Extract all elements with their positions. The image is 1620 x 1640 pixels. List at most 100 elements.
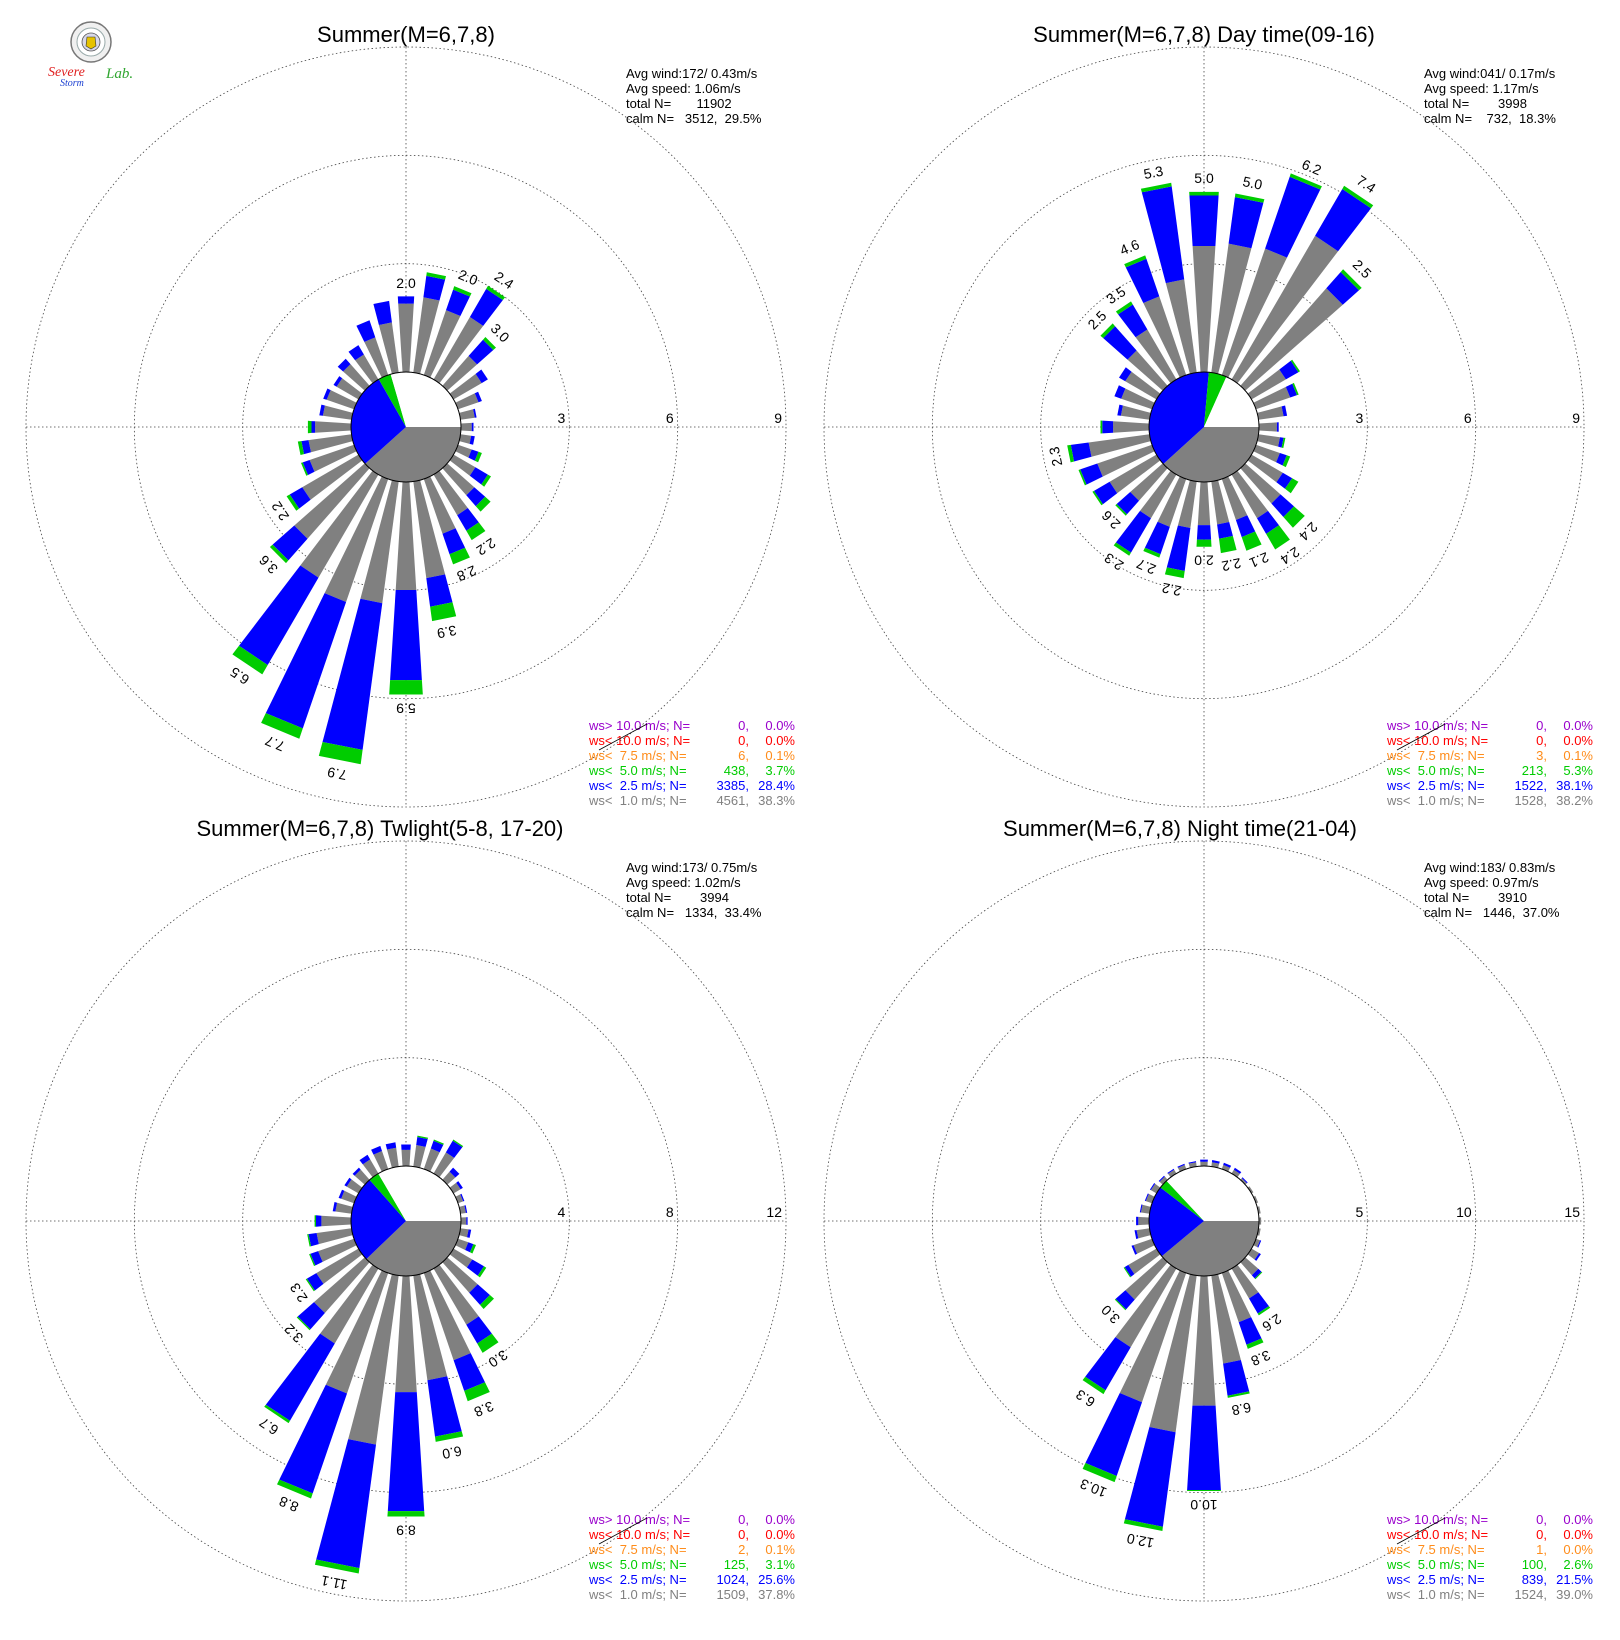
petal-3-gray [1231,1169,1240,1178]
calm-pie-slice-3 [1166,1165,1259,1221]
petal-9-gray [1257,434,1280,447]
petal-6-blue [460,1193,465,1202]
legend-entry-4: ws< 2.5 m/s; N= 839, 21.5% [1386,1572,1593,1587]
petal-0-gray [1200,1161,1208,1167]
petal-19-green [232,645,268,675]
petal-label: 3.8 [1249,1347,1273,1369]
petal-21-green [1123,1267,1131,1278]
stats-line-1: Avg speed: 1.02m/s [626,875,741,890]
petal-2-gray [1221,1164,1231,1172]
petal-2-blue [430,1140,444,1153]
petal-20-blue [1116,492,1139,515]
petal-12-blue [1271,494,1294,517]
calm-pie-slice-0 [1163,427,1259,483]
petal-19-green [1113,542,1131,556]
petal-21-blue [1124,1264,1135,1277]
petal-14-green [449,547,470,565]
petal-7-blue [464,1205,468,1213]
stats-line-1: Avg speed: 0.97m/s [1424,875,1539,890]
petal-27-blue [333,376,343,387]
petal-label: 6.7 [256,1414,281,1438]
petal-label: 7.4 [1354,172,1379,196]
petal-4-blue [1241,1177,1248,1184]
petal-13-gray [1231,1264,1259,1299]
petal-17-gray [1149,1274,1197,1433]
legend-entry-1: ws< 10.0 m/s; N= 0, 0.0% [588,733,795,748]
petal-3-gray [433,1152,455,1178]
petal-25-gray [335,1202,353,1214]
petal-30-gray [373,1151,389,1172]
petal-15-green [1227,1391,1250,1398]
stats-line-0: Avg wind:173/ 0.75m/s [626,860,758,875]
petal-4-gray [442,1171,456,1185]
petal-16-gray [1197,481,1211,526]
petal-label: 2.2 [1160,580,1182,600]
petal-23-gray [1088,434,1151,457]
petal-8-gray [460,1217,467,1225]
petal-0-blue [401,1144,411,1150]
petal-label: 2.4 [1296,519,1321,544]
calm-pie-slice-0 [366,1221,462,1277]
petal-0-blue [1189,195,1219,246]
petal-19-green [264,1404,290,1424]
petal-label: 6.5 [227,664,252,688]
petal-10-gray [1253,444,1280,463]
petal-20-gray [1130,463,1168,501]
petal-16-blue [390,590,422,681]
petal-29-blue [348,345,364,361]
petal-21-green [305,1278,315,1292]
legend-entry-0: ws> 10.0 m/s; N= 0, 0.0% [588,718,795,733]
petal-label: 6.3 [1073,1386,1098,1410]
legend-entry-3: ws< 5.0 m/s; N= 100, 2.6% [1386,1557,1593,1572]
petal-15-green [435,1431,464,1442]
panel-title: Summer(M=6,7,8) Night time(21-04) [1003,816,1357,841]
calm-circle [350,1165,462,1277]
petal-1-blue [423,275,446,301]
petal-18-gray [324,476,389,602]
stats-line-0: Avg wind:041/ 0.17m/s [1424,66,1556,81]
petal-15-gray [413,480,446,579]
petal-1-blue [1211,1160,1220,1164]
petal-1-gray [413,297,440,374]
petal-11-blue [469,467,488,485]
petal-0-gray [1192,246,1216,373]
petal-label: 2.4 [492,268,517,292]
petal-label: 2.1 [1247,549,1271,571]
petal-3-blue [1233,1167,1242,1174]
legend-entry-0: ws> 10.0 m/s; N= 0, 0.0% [588,1512,795,1527]
petal-4-gray [442,355,478,391]
petal-26-blue [338,1189,345,1199]
petal-25-gray [1140,1204,1151,1214]
petal-29-gray [362,1159,379,1178]
petal-11-gray [449,454,476,476]
legend-entry-1: ws< 10.0 m/s; N= 0, 0.0% [1386,1527,1593,1542]
petal-22-blue [302,460,315,475]
petal-18-gray [1119,1270,1187,1403]
petal-17-green [318,742,363,765]
petal-14-blue [1238,1317,1262,1345]
petal-5-blue [475,369,488,384]
petal-23-gray [1136,1228,1151,1239]
petal-10-gray [455,444,472,458]
petal-12-blue [1251,1268,1262,1279]
petal-31-blue [373,300,392,325]
petal-14-green [1241,531,1262,551]
wind-rose-panel-1: 3 6 9 2.0 2.0 2.4 3.0 2.2 2.8 3.9 5.9 7.9 7.7 6.5 3.6 2… [25,22,795,808]
petal-7-blue [1281,405,1288,417]
petal-3-blue [469,288,503,326]
petal-13-blue [1257,510,1279,534]
petal-29-gray [1135,329,1177,384]
petal-27-gray [346,1179,363,1194]
petal-2-gray [1221,248,1287,378]
petal-27-gray [1125,371,1161,400]
petal-30-blue [356,320,376,342]
petal-label: 2.7 [1134,556,1158,578]
petal-label: 2.3 [1101,550,1126,574]
petal-7-gray [1257,1206,1261,1214]
petal-22-gray [318,1238,357,1262]
legend-entry-4: ws< 2.5 m/s; N= 1024, 25.6% [588,1572,795,1587]
radial-tick-label-3: 3 [558,410,566,426]
petal-label: 3.0 [488,320,513,345]
petal-31-gray [378,322,399,374]
